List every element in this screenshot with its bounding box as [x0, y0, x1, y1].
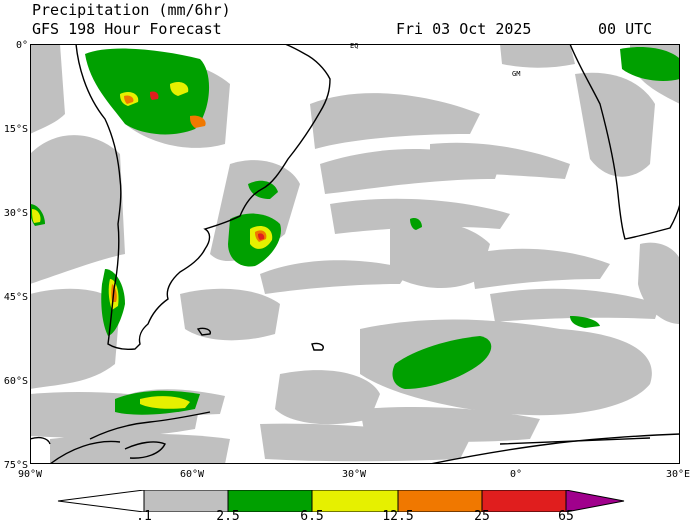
scale-segment-5: [481, 490, 567, 512]
scale-tick-5: 65: [558, 509, 574, 524]
equator-marker: EQ: [350, 42, 359, 50]
scale-tick-0: .1: [136, 509, 152, 524]
lon-label-30w: 30°W: [341, 469, 367, 480]
precipitation-map: [30, 44, 680, 464]
precip-shading: [30, 44, 680, 464]
scale-segment-6: [565, 490, 625, 512]
forecast-subtitle: GFS 198 Hour Forecast: [32, 20, 222, 38]
scale-tick-2: 6.5: [300, 509, 324, 524]
lon-label-60w: 60°W: [179, 469, 205, 480]
lat-label-45s: 45°S: [3, 292, 28, 303]
map-frame: [30, 44, 680, 464]
lon-label-0: 0°: [509, 469, 523, 480]
forecast-date: Fri 03 Oct 2025: [396, 20, 532, 38]
lat-label-30s: 30°S: [3, 208, 28, 219]
forecast-time: 00 UTC: [598, 20, 653, 38]
scale-tick-1: 2.5: [216, 509, 240, 524]
greenwich-marker: GM: [512, 70, 521, 78]
color-scale-bar: [57, 490, 625, 512]
precip-extreme-areas: [150, 91, 265, 240]
scale-tick-4: 25: [474, 509, 490, 524]
lat-label-60s: 60°S: [3, 376, 28, 387]
lat-label-75s: 75°S: [3, 460, 28, 471]
coastlines: [30, 44, 680, 464]
precip-light-areas: [30, 44, 680, 464]
map-title: Precipitation (mm/6hr): [32, 1, 231, 19]
lat-label-15s: 15°S: [3, 124, 28, 135]
scale-tick-3: 12.5: [382, 509, 414, 524]
lat-label-0: 0°: [15, 40, 28, 51]
lon-label-90w: 90°W: [17, 469, 43, 480]
lon-label-30e: 30°E: [665, 469, 691, 480]
scale-segment-0: [57, 490, 145, 512]
